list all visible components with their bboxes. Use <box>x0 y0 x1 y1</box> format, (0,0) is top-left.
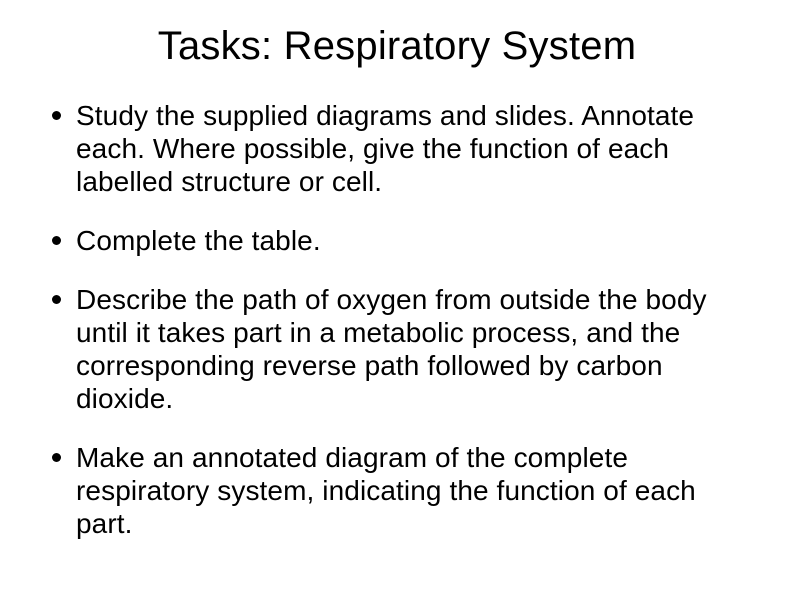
list-item: Describe the path of oxygen from outside… <box>50 283 744 415</box>
list-item: Study the supplied diagrams and slides. … <box>50 99 744 198</box>
list-item: Complete the table. <box>50 224 744 257</box>
bullet-list: Study the supplied diagrams and slides. … <box>50 99 744 540</box>
list-item: Make an annotated diagram of the complet… <box>50 441 744 540</box>
slide: Tasks: Respiratory System Study the supp… <box>0 0 794 595</box>
slide-title: Tasks: Respiratory System <box>50 24 744 69</box>
